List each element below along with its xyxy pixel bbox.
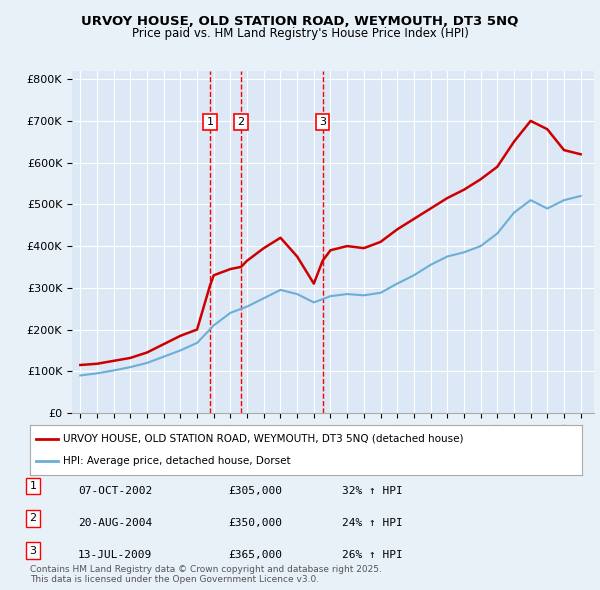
Text: £365,000: £365,000	[228, 550, 282, 560]
Text: URVOY HOUSE, OLD STATION ROAD, WEYMOUTH, DT3 5NQ (detached house): URVOY HOUSE, OLD STATION ROAD, WEYMOUTH,…	[63, 434, 464, 444]
Text: Contains HM Land Registry data © Crown copyright and database right 2025.
This d: Contains HM Land Registry data © Crown c…	[30, 565, 382, 584]
Text: £350,000: £350,000	[228, 518, 282, 528]
Text: 13-JUL-2009: 13-JUL-2009	[78, 550, 152, 560]
Text: 20-AUG-2004: 20-AUG-2004	[78, 518, 152, 528]
Text: 3: 3	[319, 117, 326, 127]
Text: HPI: Average price, detached house, Dorset: HPI: Average price, detached house, Dors…	[63, 456, 291, 466]
Text: 1: 1	[206, 117, 214, 127]
Text: 3: 3	[29, 546, 37, 556]
Text: 26% ↑ HPI: 26% ↑ HPI	[342, 550, 403, 560]
Text: 1: 1	[29, 481, 37, 491]
Text: 24% ↑ HPI: 24% ↑ HPI	[342, 518, 403, 528]
Text: £305,000: £305,000	[228, 486, 282, 496]
Text: Price paid vs. HM Land Registry's House Price Index (HPI): Price paid vs. HM Land Registry's House …	[131, 27, 469, 40]
Text: 07-OCT-2002: 07-OCT-2002	[78, 486, 152, 496]
Text: URVOY HOUSE, OLD STATION ROAD, WEYMOUTH, DT3 5NQ: URVOY HOUSE, OLD STATION ROAD, WEYMOUTH,…	[82, 15, 518, 28]
Text: 2: 2	[29, 513, 37, 523]
Text: 2: 2	[238, 117, 245, 127]
Text: 32% ↑ HPI: 32% ↑ HPI	[342, 486, 403, 496]
